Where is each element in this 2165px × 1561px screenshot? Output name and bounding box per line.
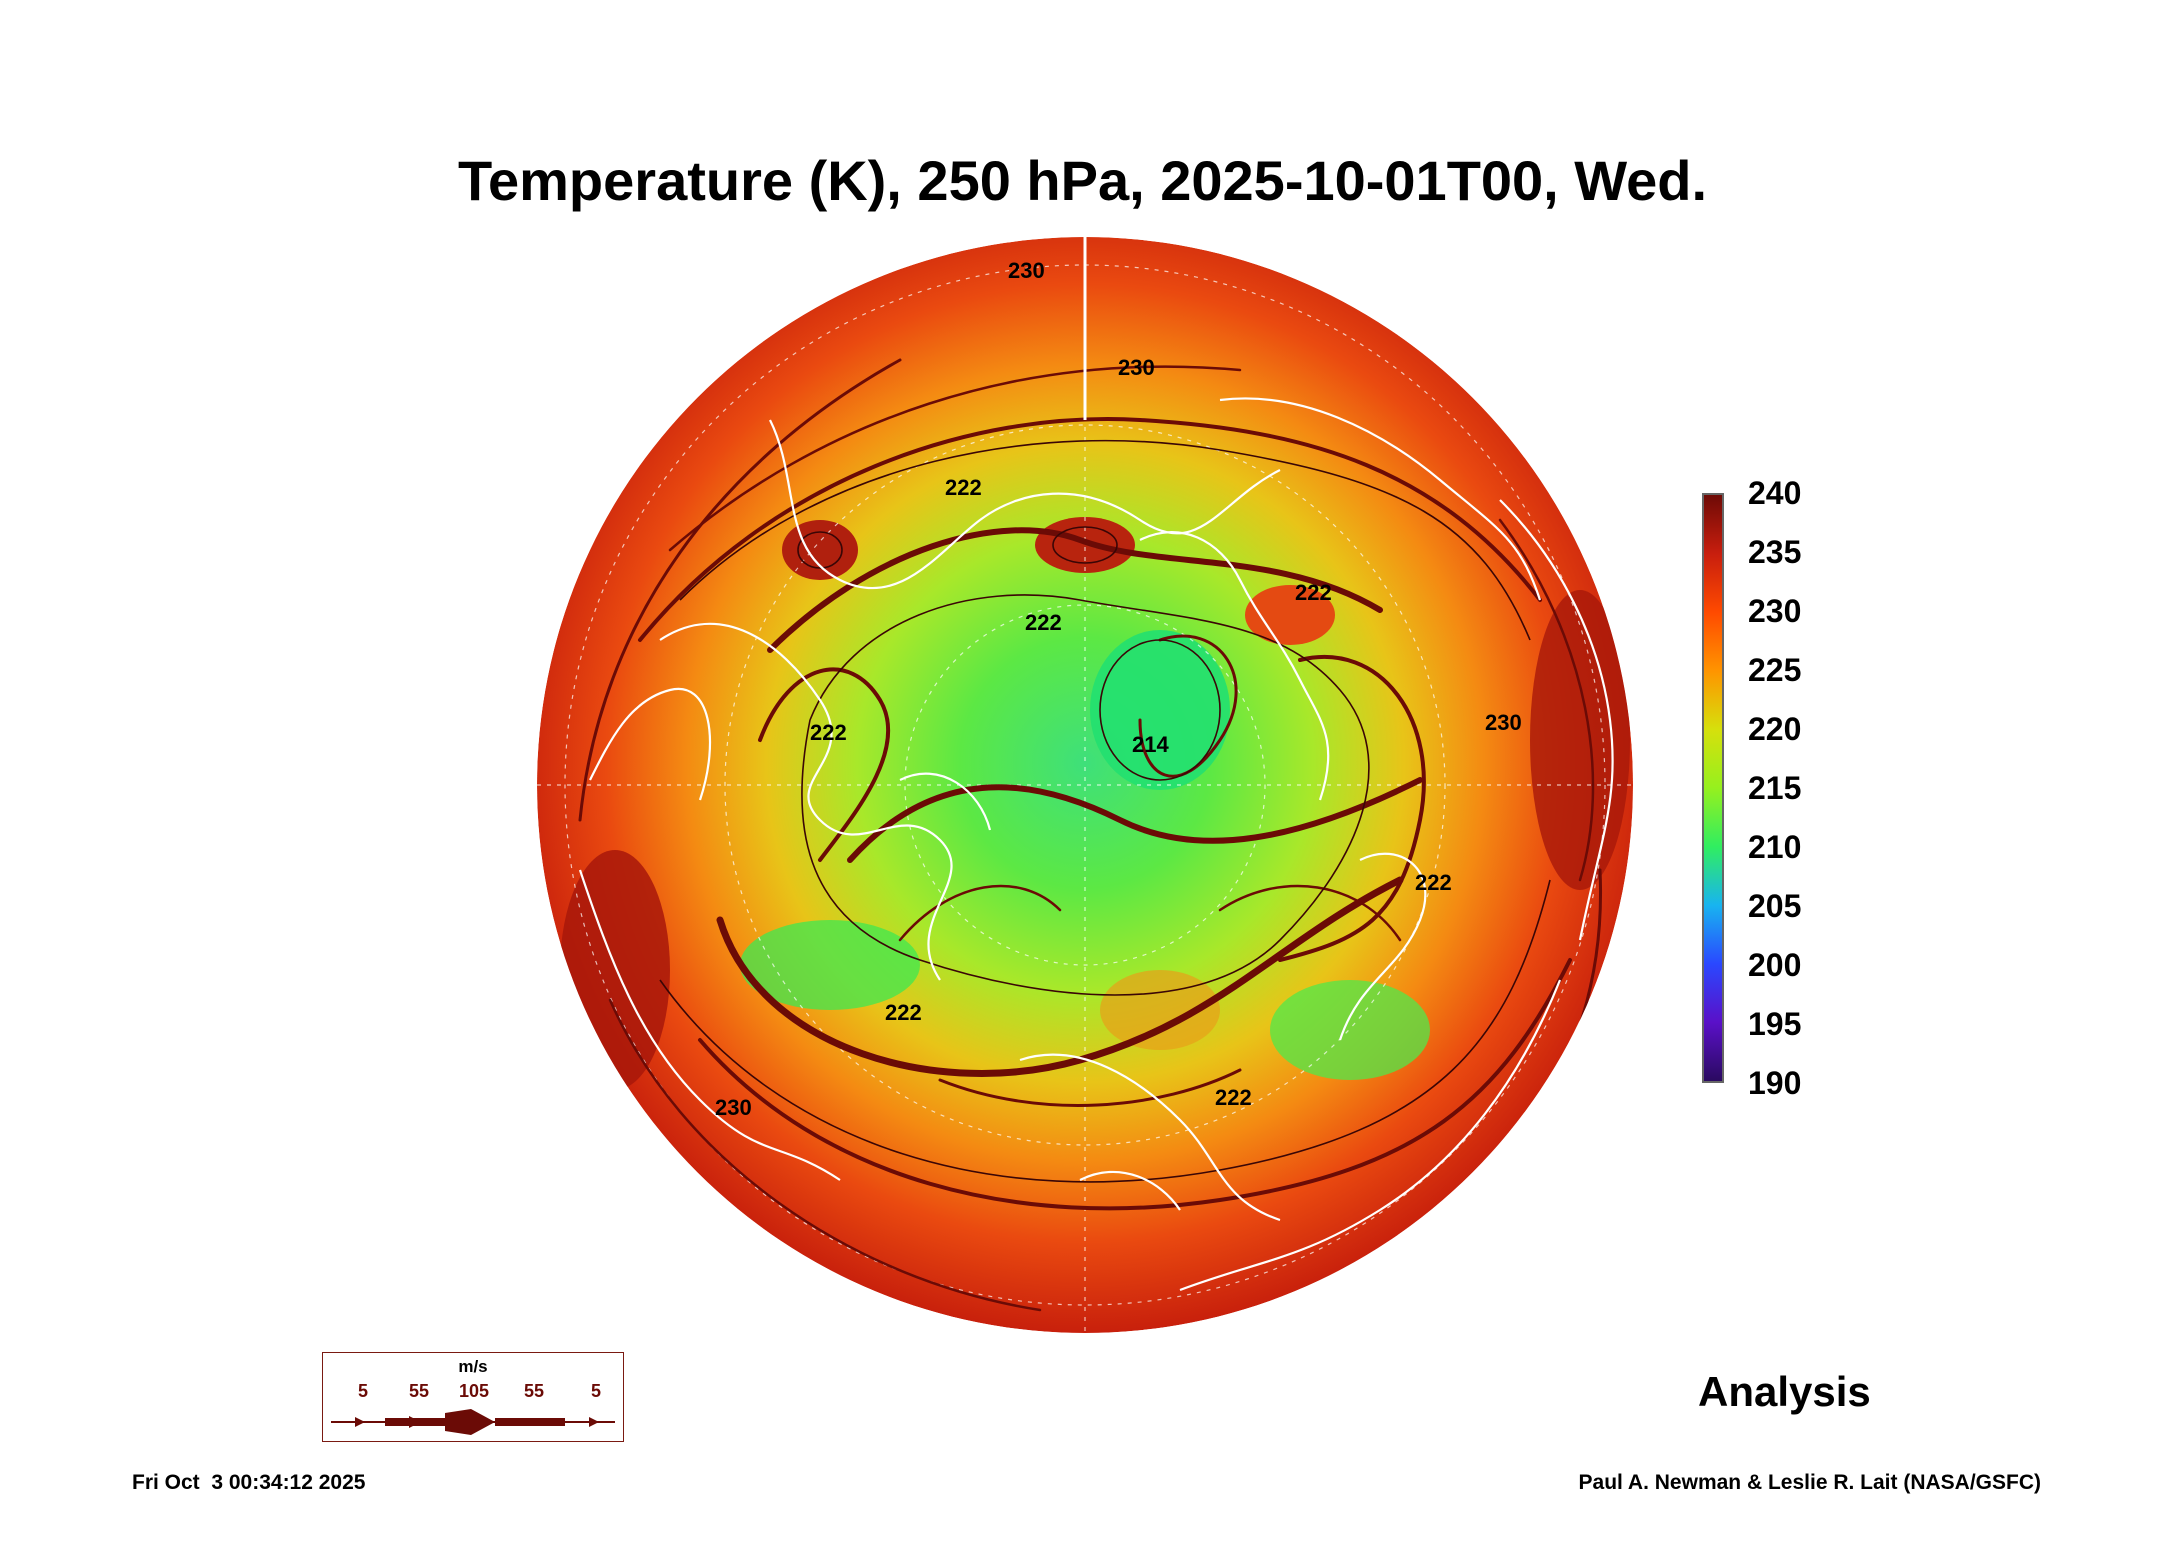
colorbar-tick: 220 (1748, 711, 1802, 747)
wind-unit-label: m/s (458, 1357, 488, 1376)
wind-speed-label: 105 (458, 1381, 490, 1401)
contour-label: 222 (810, 720, 847, 745)
map-title: Temperature (K), 250 hPa, 2025-10-01T00,… (457, 149, 1708, 212)
contour-label: 230 (1008, 258, 1045, 283)
warm-patches (560, 517, 1630, 1090)
wind-speed-label: 5 (590, 1381, 602, 1401)
colorbar-tick: 205 (1748, 888, 1802, 924)
wind-speed-label: 55 (523, 1381, 545, 1401)
contour-label: 222 (945, 475, 982, 500)
contour-label: 230 (1485, 710, 1522, 735)
colorbar-tick: 195 (1748, 1006, 1802, 1042)
colorbar-tick: 240 (1748, 475, 1802, 511)
wind-speed-legend: m/s 5 55 105 55 5 (322, 1352, 624, 1442)
colorbar (1702, 493, 1724, 1083)
credit: Paul A. Newman & Leslie R. Lait (NASA/GS… (1578, 1471, 2041, 1494)
wind-speed-label: 55 (408, 1381, 430, 1401)
coastlines (578, 397, 1614, 1292)
isotherm-contours (659, 439, 1551, 1183)
wind-arrow-scale (331, 1409, 615, 1435)
timestamp: Fri Oct 3 00:34:12 2025 (132, 1471, 366, 1494)
contour-label: 222 (1295, 580, 1332, 605)
contour-label: 230 (1118, 355, 1155, 380)
colorbar-tick: 200 (1748, 947, 1802, 983)
contour-label: 230 (715, 1095, 752, 1120)
wind-speed-label: 5 (357, 1381, 369, 1401)
colorbar-tick: 210 (1748, 829, 1802, 865)
colorbar-tick: 225 (1748, 652, 1802, 688)
analysis-label: Analysis (1698, 1368, 1871, 1415)
contour-label: 222 (1415, 870, 1452, 895)
colorbar-tick: 235 (1748, 534, 1802, 570)
colorbar-tick: 215 (1748, 770, 1802, 806)
polar-temperature-map: 230 230 222 222 214 222 222 222 222 222 … (537, 230, 1633, 1333)
colorbar-tick: 230 (1748, 593, 1802, 629)
contour-label: 222 (885, 1000, 922, 1025)
cold-patches (740, 630, 1430, 1080)
contour-label: 222 (1215, 1085, 1252, 1110)
colorbar-tick: 190 (1748, 1065, 1802, 1101)
contour-label: 214 (1132, 732, 1169, 757)
contour-label-group: 230 230 222 222 214 222 222 222 222 222 … (715, 258, 1522, 1120)
contour-label: 222 (1025, 610, 1062, 635)
